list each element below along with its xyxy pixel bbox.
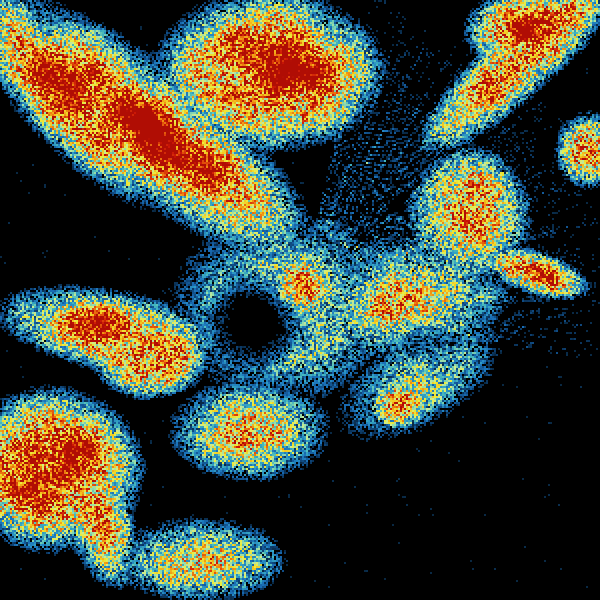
radar-reflectivity-heatmap <box>0 0 600 600</box>
radar-image-viewport: Radar Reflectivity Composite radar-therm… <box>0 0 600 600</box>
